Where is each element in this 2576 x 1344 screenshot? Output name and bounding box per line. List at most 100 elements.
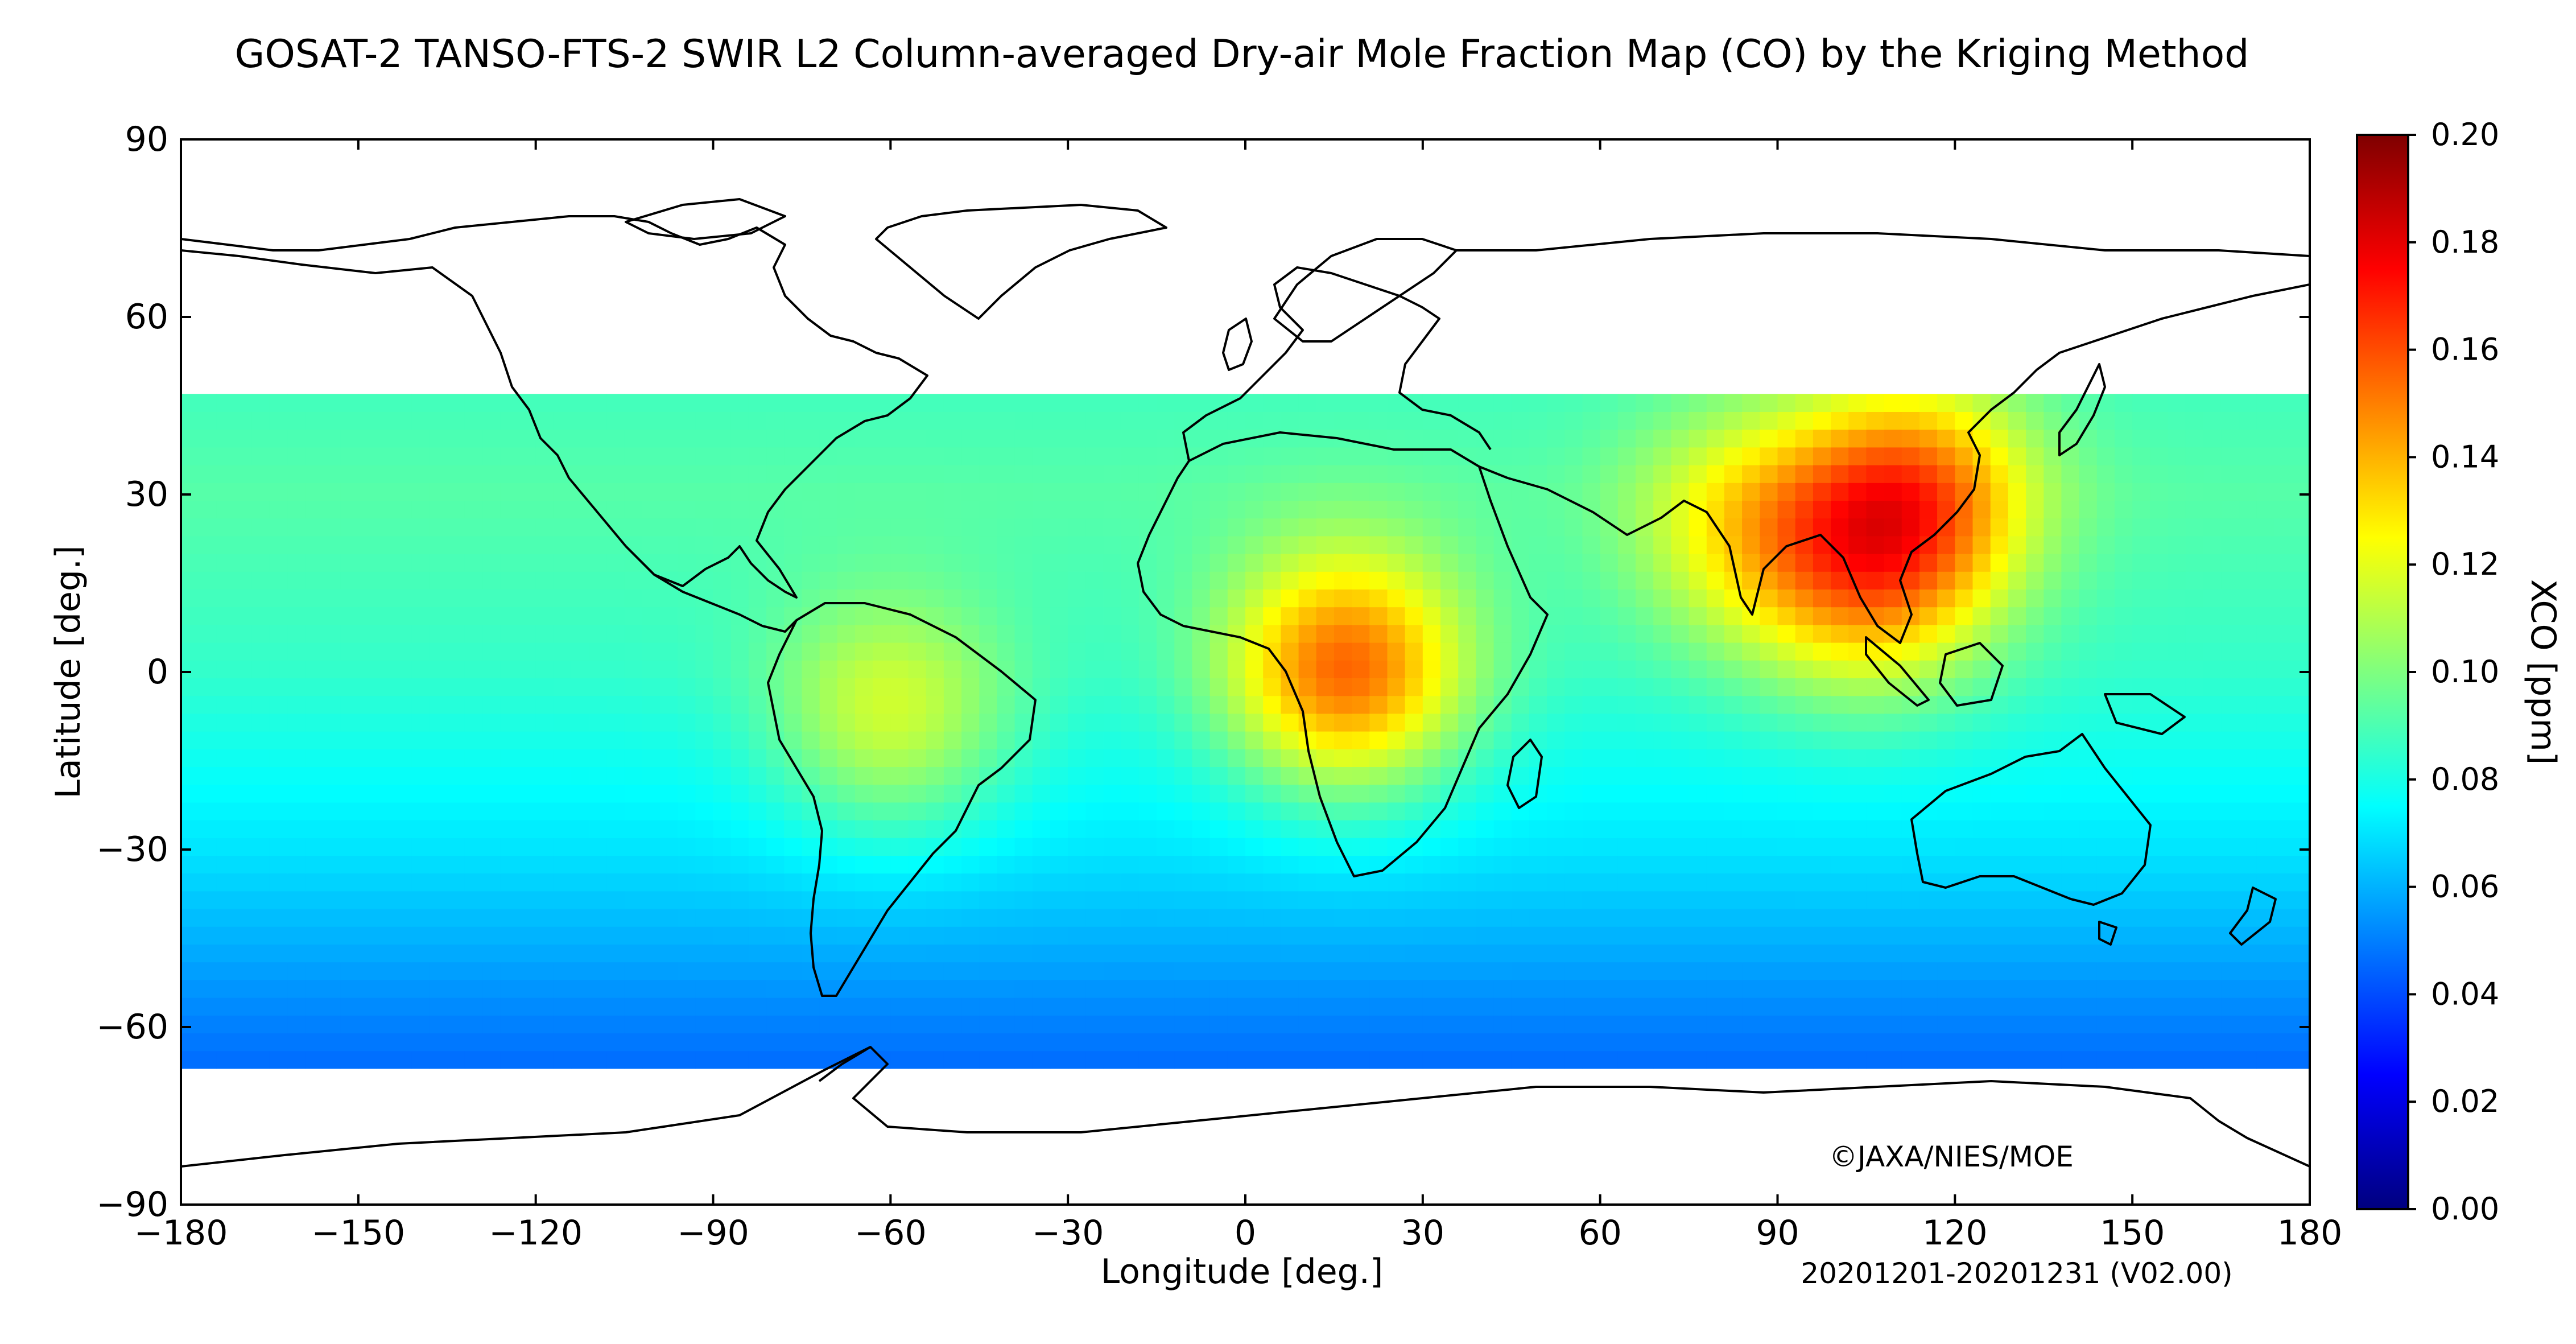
xco-cell: [2203, 642, 2222, 661]
xco-cell: [2079, 766, 2098, 785]
xco-cell: [1245, 944, 1264, 963]
xco-cell: [429, 855, 448, 874]
xco-cell: [1582, 642, 1601, 661]
xco-cell: [1777, 554, 1796, 572]
xco-cell: [1014, 944, 1033, 963]
xco-cell: [1014, 1015, 1033, 1033]
xco-cell: [2096, 554, 2115, 572]
xco-cell: [890, 802, 909, 821]
xco-cell: [997, 997, 1015, 1016]
xco-cell: [429, 1033, 448, 1052]
xco-cell: [358, 944, 377, 963]
xco-cell: [642, 731, 660, 749]
xco-cell: [411, 962, 430, 980]
xco-cell: [234, 695, 253, 714]
xco-cell: [1742, 483, 1760, 501]
xco-cell: [2185, 713, 2204, 732]
xco-cell: [589, 713, 607, 732]
xco-cell: [873, 429, 891, 448]
xco-cell: [730, 890, 749, 909]
xco-cell: [500, 784, 519, 803]
xco-cell: [181, 535, 199, 554]
xco-cell: [1919, 944, 1938, 963]
xco-cell: [323, 607, 341, 625]
xco-cell: [2026, 802, 2044, 821]
xco-cell: [1068, 624, 1086, 643]
xco-cell: [2115, 749, 2133, 767]
xco-cell: [251, 394, 270, 412]
xco-cell: [429, 802, 448, 821]
xco-cell: [2168, 962, 2186, 980]
xco-cell: [1724, 713, 1743, 732]
xco-cell: [1352, 1015, 1370, 1033]
xco-cell: [2008, 571, 2026, 589]
xco-cell: [997, 1033, 1015, 1052]
xco-cell: [1032, 962, 1051, 980]
xco-cell: [1777, 855, 1796, 874]
xco-cell: [181, 873, 199, 892]
xco-cell: [2239, 1015, 2257, 1033]
xco-cell: [642, 1033, 660, 1052]
xco-cell: [1387, 713, 1406, 732]
xco-cell: [553, 660, 572, 678]
xco-cell: [216, 749, 235, 767]
xco-cell: [1369, 695, 1388, 714]
xco-cell: [376, 1050, 394, 1069]
xco-cell: [571, 500, 589, 519]
xco-cell: [1795, 944, 1814, 963]
xco-cell: [784, 979, 802, 998]
xco-cell: [2044, 944, 2062, 963]
xco-cell: [1689, 554, 1707, 572]
xco-cell: [1795, 962, 1814, 980]
xco-cell: [1157, 944, 1175, 963]
xco-cell: [1157, 624, 1175, 643]
xco-cell: [1103, 820, 1122, 838]
xco-cell: [323, 554, 341, 572]
xco-cell: [181, 926, 199, 945]
xco-cell: [2061, 589, 2080, 608]
xco-cell: [2203, 678, 2222, 696]
xco-cell: [1636, 447, 1654, 465]
xco-cell: [1209, 500, 1228, 519]
xco-cell: [1298, 1050, 1317, 1069]
xco-cell: [2274, 500, 2293, 519]
xco-cell: [1405, 962, 1423, 980]
xco-cell: [518, 1015, 536, 1033]
xco-cell: [518, 997, 536, 1016]
xco-cell: [695, 838, 714, 856]
xco-cell: [1493, 394, 1512, 412]
xco-cell: [2150, 1050, 2169, 1069]
xco-cell: [358, 571, 377, 589]
xco-cell: [535, 820, 554, 838]
xco-cell: [2079, 447, 2098, 465]
xco-cell: [855, 518, 873, 537]
xco-cell: [908, 838, 927, 856]
xco-cell: [1369, 909, 1388, 927]
xco-cell: [1777, 749, 1796, 767]
xco-cell: [1440, 749, 1459, 767]
xco-cell: [1937, 624, 1955, 643]
xco-cell: [411, 660, 430, 678]
xco-cell: [2079, 962, 2098, 980]
xco-cell: [1316, 731, 1335, 749]
xco-cell: [695, 447, 714, 465]
xco-cell: [1245, 1050, 1264, 1069]
xco-cell: [305, 642, 324, 661]
xco-cell: [890, 411, 909, 430]
xco-cell: [1564, 695, 1583, 714]
xco-cell: [394, 554, 412, 572]
xco-cell: [1174, 944, 1193, 963]
xco-cell: [1919, 1015, 1938, 1033]
xco-cell: [1014, 890, 1033, 909]
xco-cell: [908, 749, 927, 767]
xco-cell: [979, 820, 998, 838]
xco-cell: [2221, 890, 2239, 909]
xco-cell: [997, 909, 1015, 927]
xco-cell: [926, 1050, 944, 1069]
xco-cell: [1724, 695, 1743, 714]
xco-cell: [447, 483, 465, 501]
xco-cell: [1068, 535, 1086, 554]
xco-cell: [2115, 554, 2133, 572]
xco-cell: [1653, 766, 1671, 785]
xco-cell: [606, 838, 625, 856]
